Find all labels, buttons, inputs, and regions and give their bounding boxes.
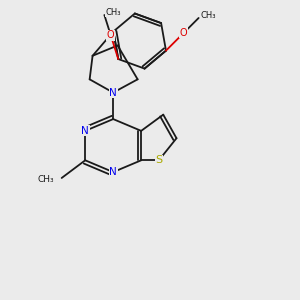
Text: S: S bbox=[155, 155, 162, 165]
Text: N: N bbox=[109, 167, 117, 177]
Text: CH₃: CH₃ bbox=[106, 8, 121, 16]
Text: CH₃: CH₃ bbox=[38, 175, 54, 184]
Text: O: O bbox=[107, 30, 115, 40]
Text: N: N bbox=[81, 126, 89, 136]
Text: O: O bbox=[180, 28, 188, 38]
Text: CH₃: CH₃ bbox=[200, 11, 216, 20]
Text: N: N bbox=[109, 88, 117, 98]
